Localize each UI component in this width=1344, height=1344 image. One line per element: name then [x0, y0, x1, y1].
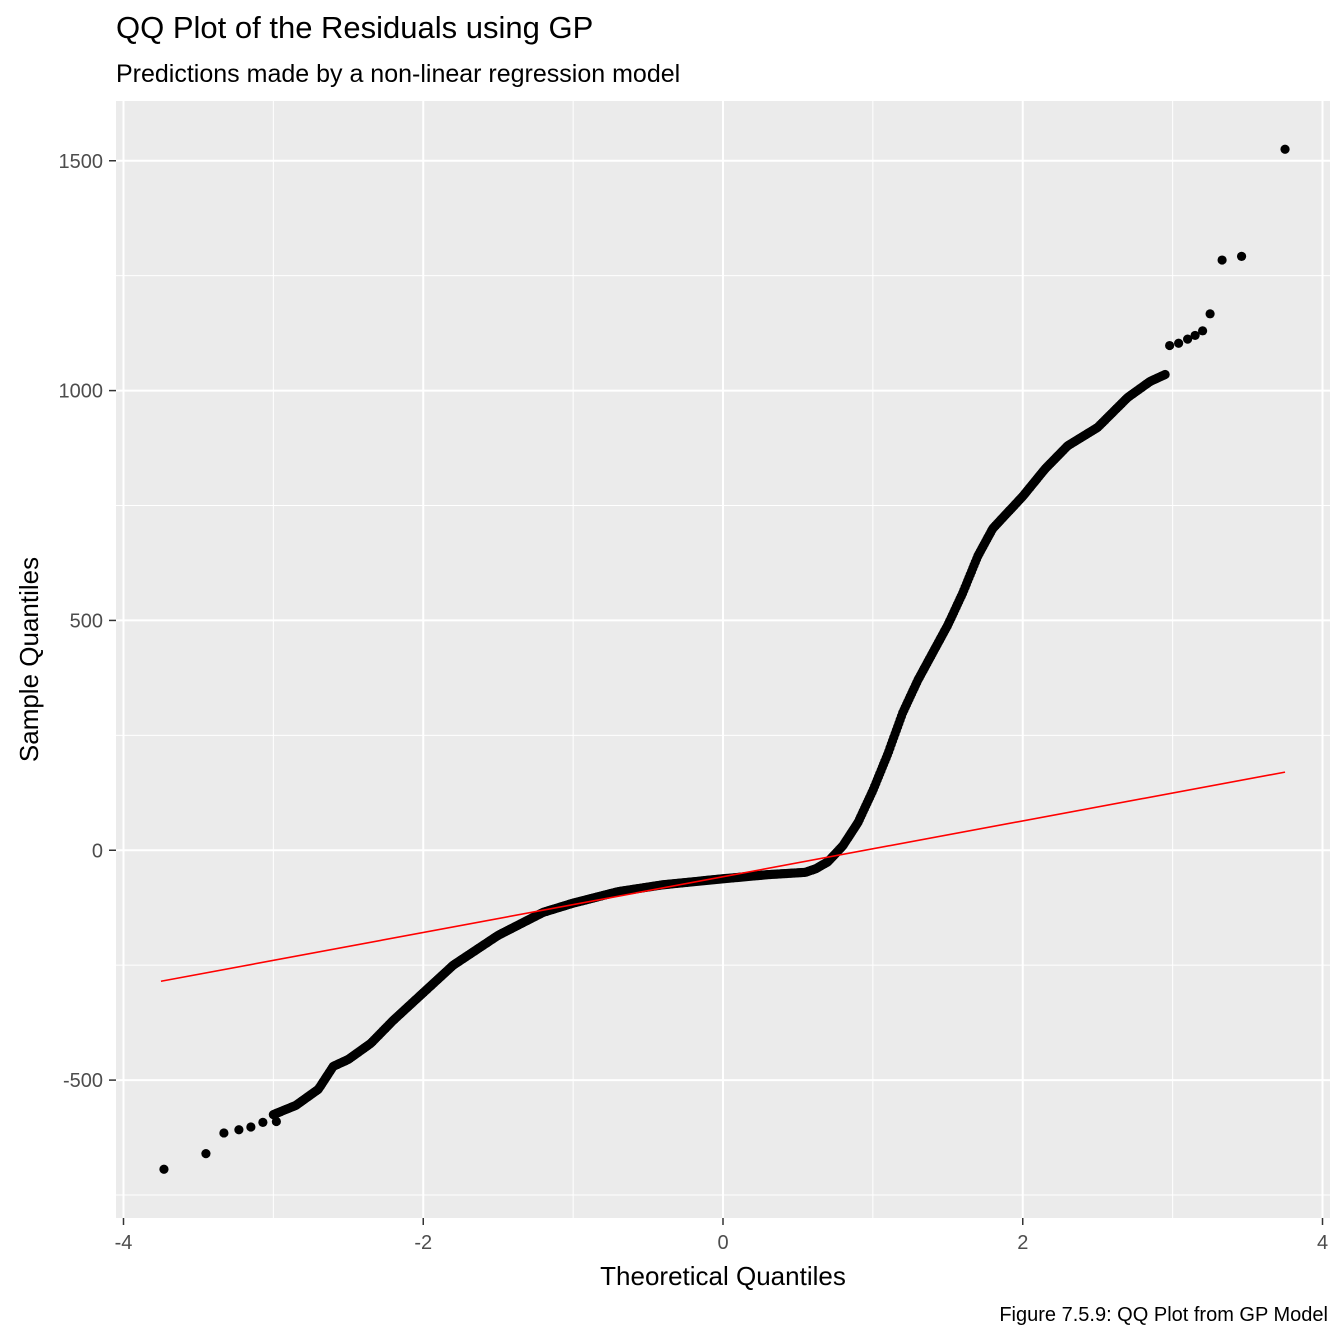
sample-point [219, 1128, 229, 1138]
sample-point [1183, 334, 1193, 344]
sample-point [1205, 309, 1215, 319]
chart-title: QQ Plot of the Residuals using GP [116, 10, 594, 45]
sample-point [1280, 144, 1290, 154]
y-tick-label: 1000 [59, 381, 104, 403]
figure-caption: Figure 7.5.9: QQ Plot from GP Model [999, 1304, 1328, 1326]
y-tick-label: 0 [92, 840, 103, 862]
sample-point [201, 1149, 211, 1159]
sample-point [159, 1164, 169, 1174]
sample-point [1236, 251, 1247, 261]
x-tick-label: 0 [717, 1232, 728, 1254]
y-tick-label: -500 [63, 1070, 103, 1092]
x-tick-label: 4 [1317, 1232, 1328, 1254]
sample-point [234, 1125, 244, 1135]
sample-point [1165, 340, 1175, 351]
x-axis-title: Theoretical Quantiles [600, 1261, 846, 1291]
reference-line [160, 771, 1286, 983]
x-axis: -4 -2 0 2 4 [115, 1218, 1328, 1254]
sample-point [271, 1116, 281, 1127]
y-axis: -500 0 500 1000 1500 [59, 151, 116, 1092]
sample-points [159, 144, 1290, 1174]
sample-point [1174, 338, 1184, 348]
sample-point [1160, 369, 1170, 380]
y-axis-title: Sample Quantiles [14, 557, 44, 762]
x-tick-label: -4 [115, 1232, 133, 1254]
y-tick-label: 1500 [59, 151, 104, 173]
sample-point [1190, 330, 1200, 341]
sample-point [1198, 326, 1208, 336]
chart-subtitle: Predictions made by a non-linear regress… [116, 60, 681, 88]
major-gridlines [116, 101, 1330, 1218]
x-tick-label: -2 [414, 1232, 432, 1254]
sample-point [246, 1122, 256, 1132]
y-tick-label: 500 [70, 610, 103, 632]
sample-point [258, 1117, 268, 1127]
x-tick-label: 2 [1017, 1232, 1028, 1254]
sample-point [1217, 255, 1227, 265]
